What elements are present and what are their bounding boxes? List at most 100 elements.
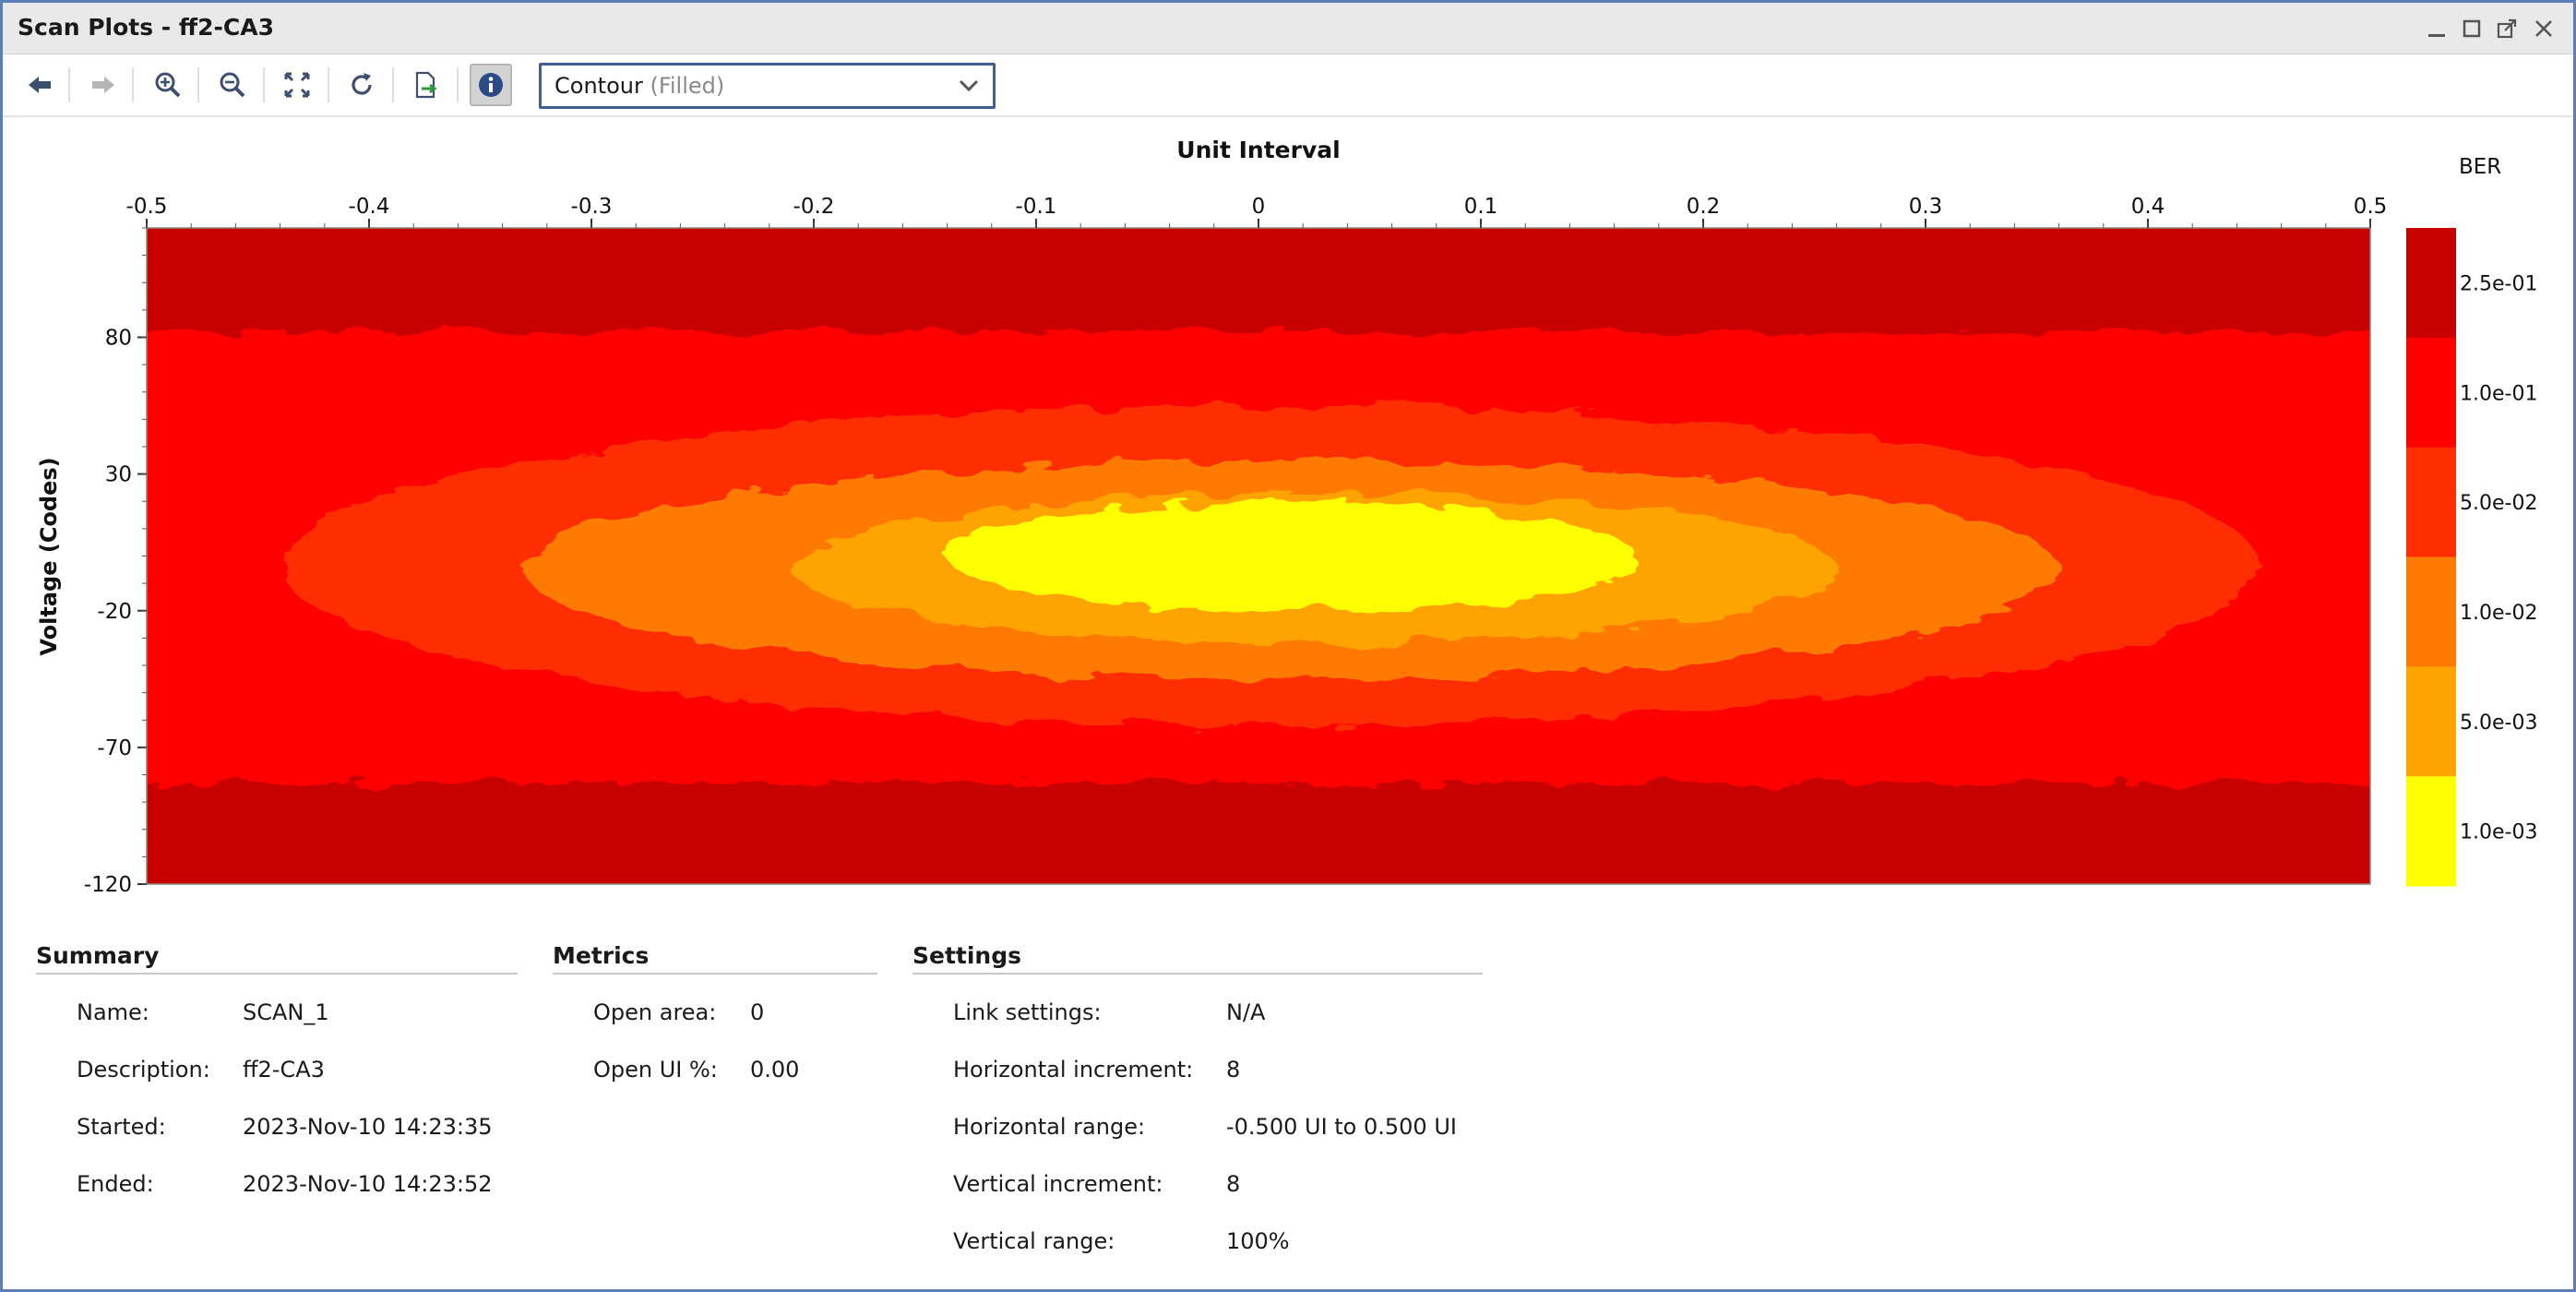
- maximize-icon[interactable]: [2459, 16, 2485, 42]
- contour-regions: [147, 228, 2370, 884]
- settings-label-h-increment: Horizontal increment:: [953, 1057, 1194, 1083]
- colorbar-swatch: [2406, 228, 2456, 339]
- settings-label-v-increment: Vertical increment:: [953, 1171, 1163, 1197]
- summary-heading: Summary: [36, 942, 160, 969]
- x-tick-label: 0: [1252, 195, 1266, 219]
- plot-title: Unit Interval: [1176, 137, 1340, 163]
- x-tick-label: 0.2: [1687, 195, 1721, 219]
- refresh-icon: [352, 73, 372, 95]
- y-tick-label: 30: [105, 463, 132, 487]
- toolbar-separator: [263, 67, 265, 102]
- plot-type-suffix: (Filled): [650, 73, 725, 99]
- settings-value-link: N/A: [1226, 999, 1266, 1025]
- zoom-in-icon: [155, 72, 181, 98]
- metrics-label-open-area: Open area:: [593, 999, 717, 1025]
- colorbar-label: 5.0e-03: [2460, 712, 2537, 735]
- colorbar-label: 1.0e-01: [2460, 382, 2537, 405]
- colorbar-label: 1.0e-03: [2460, 821, 2537, 844]
- info-button[interactable]: [470, 64, 512, 106]
- contour-region-1.0e-03: [947, 501, 1637, 611]
- fit-button[interactable]: [276, 64, 318, 106]
- plot-type-select[interactable]: Contour (Filled): [539, 63, 996, 109]
- colorbar-label: 5.0e-02: [2460, 492, 2537, 515]
- settings-value-v-range: 100%: [1226, 1228, 1290, 1254]
- zoom-out-button[interactable]: [211, 64, 254, 106]
- arrow-right-icon: [92, 77, 114, 93]
- metrics-divider: [553, 973, 877, 975]
- y-tick-label: 80: [105, 327, 132, 351]
- colorbar-swatch: [2406, 776, 2456, 887]
- x-tick-label: 0.1: [1464, 195, 1498, 219]
- colorbar-label: 2.5e-01: [2460, 272, 2537, 295]
- x-tick-label: -0.4: [349, 195, 390, 219]
- float-window-icon[interactable]: [2494, 16, 2520, 42]
- metrics-label-open-ui: Open UI %:: [593, 1057, 718, 1083]
- metrics-value-open-area: 0: [750, 999, 765, 1025]
- y-tick-label: -20: [97, 600, 132, 624]
- colorbar-swatch: [2406, 556, 2456, 667]
- x-tick-label: 0.5: [2354, 195, 2388, 219]
- settings-divider: [912, 973, 1483, 975]
- arrow-left-icon: [29, 77, 51, 93]
- summary-value-ended: 2023-Nov-10 14:23:52: [243, 1171, 493, 1197]
- settings-label-v-range: Vertical range:: [953, 1228, 1115, 1254]
- x-tick-label: 0.4: [2131, 195, 2165, 219]
- refresh-button[interactable]: [340, 64, 383, 106]
- colorbar-label: 1.0e-02: [2460, 602, 2537, 625]
- title-bar: Scan Plots - ff2-CA3: [3, 3, 2573, 54]
- export-button[interactable]: [405, 64, 447, 106]
- colorbar-swatch: [2406, 666, 2456, 777]
- minimize-icon[interactable]: [2424, 16, 2450, 42]
- x-tick-label: -0.3: [571, 195, 613, 219]
- back-button[interactable]: [18, 64, 61, 106]
- y-axis-label: Voltage (Codes): [36, 457, 62, 655]
- summary-label-ended: Ended:: [77, 1171, 154, 1197]
- window-title: Scan Plots - ff2-CA3: [18, 14, 274, 41]
- zoom-out-icon: [220, 72, 245, 98]
- toolbar-separator: [457, 67, 459, 102]
- settings-label-h-range: Horizontal range:: [953, 1114, 1146, 1140]
- contour-plot[interactable]: Unit Interval Voltage (Codes) -0.5 -0.4 -0…: [3, 117, 2573, 902]
- summary-value-started: 2023-Nov-10 14:23:35: [243, 1114, 493, 1140]
- y-tick-label: -120: [84, 873, 132, 897]
- summary-value-description: ff2-CA3: [243, 1057, 325, 1083]
- x-tick-label: -0.5: [126, 195, 168, 219]
- metrics-heading: Metrics: [553, 942, 650, 969]
- settings-value-h-range: -0.500 UI to 0.500 UI: [1226, 1114, 1457, 1140]
- settings-value-h-increment: 8: [1226, 1057, 1241, 1083]
- x-tick-label: 0.3: [1909, 195, 1943, 219]
- colorbar-swatch: [2406, 337, 2456, 449]
- summary-label-description: Description:: [77, 1057, 210, 1083]
- colorbar: 2.5e-01 1.0e-01 5.0e-02 1.0e-02 5.0e-03 1.0e-…: [2406, 228, 2537, 887]
- settings-value-v-increment: 8: [1226, 1171, 1241, 1197]
- x-tick-label: -0.1: [1016, 195, 1057, 219]
- zoom-in-button[interactable]: [147, 64, 189, 106]
- toolbar-separator: [68, 67, 70, 102]
- close-icon[interactable]: [2531, 16, 2557, 42]
- summary-label-name: Name:: [77, 999, 149, 1025]
- settings-label-link: Link settings:: [953, 999, 1102, 1025]
- toolbar-separator: [328, 67, 329, 102]
- toolbar-separator: [392, 67, 394, 102]
- metrics-value-open-ui: 0.00: [750, 1057, 800, 1083]
- x-tick-label: -0.2: [793, 195, 835, 219]
- y-axis: 80 30 -20 -70 -120: [84, 227, 147, 897]
- info-icon: [479, 73, 503, 97]
- toolbar: Contour (Filled): [3, 54, 2573, 117]
- toolbar-separator: [132, 67, 134, 102]
- export-icon: [415, 71, 437, 99]
- settings-heading: Settings: [912, 942, 1022, 969]
- plot-type-value: Contour: [555, 73, 643, 99]
- x-axis: -0.5 -0.4 -0.3 -0.2 -0.1 0 0.1 0.2 0.3 0.4 0.5: [126, 195, 2388, 228]
- colorbar-swatch: [2406, 447, 2456, 557]
- chevron-down-icon: [959, 79, 979, 92]
- y-tick-label: -70: [97, 736, 132, 760]
- fit-to-window-icon: [284, 72, 310, 98]
- toolbar-separator: [197, 67, 199, 102]
- colorbar-title: BER: [2459, 155, 2501, 179]
- summary-divider: [36, 973, 518, 975]
- summary-label-started: Started:: [77, 1114, 166, 1140]
- summary-value-name: SCAN_1: [243, 999, 329, 1025]
- forward-button[interactable]: [82, 64, 125, 106]
